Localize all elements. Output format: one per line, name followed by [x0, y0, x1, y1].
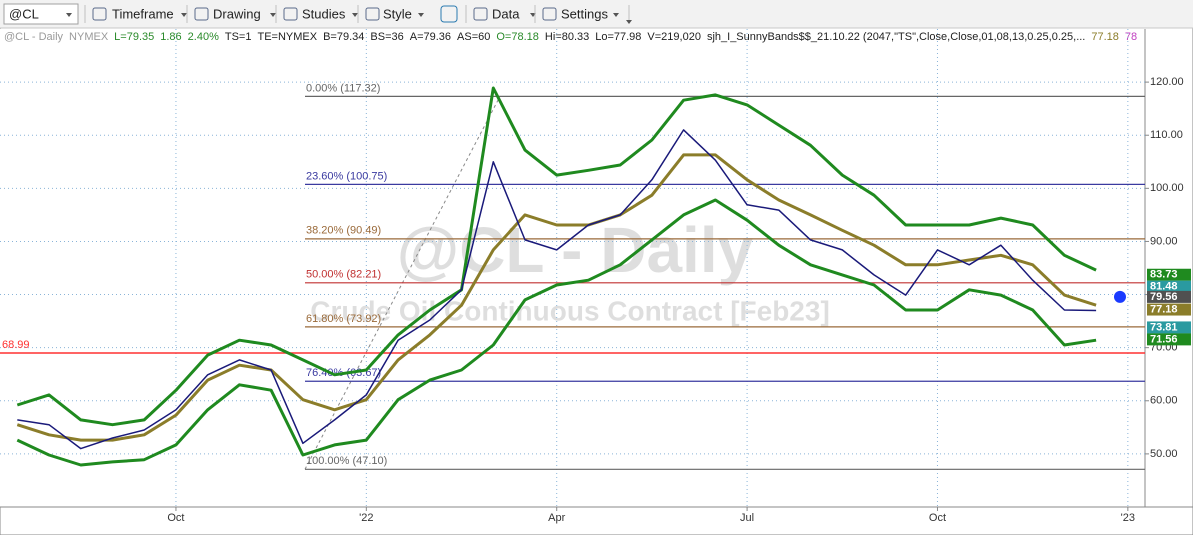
x-tick-label: '23: [1121, 512, 1135, 524]
y-tick-label: 100.00: [1150, 182, 1184, 194]
price-label-box: [1147, 333, 1191, 346]
toolbar-button[interactable]: Studies: [302, 6, 346, 21]
price-label: 71.56: [1150, 333, 1178, 345]
y-tick-label: 50.00: [1150, 448, 1178, 460]
fib-label: 38.20% (90.49): [306, 225, 381, 237]
series-line: [16, 153, 1097, 442]
info-item: A=79.36: [410, 31, 451, 43]
dropdown-arrow[interactable]: [352, 13, 358, 17]
price-label: 73.81: [1150, 321, 1178, 333]
dropdown-arrow[interactable]: [613, 13, 619, 17]
y-tick-label: 110.00: [1150, 129, 1183, 141]
info-item: L=79.35: [114, 31, 154, 43]
info-item: AS=60: [457, 31, 490, 43]
last-price-dot: [1114, 290, 1126, 303]
price-label: 81.48: [1150, 281, 1178, 293]
symbol-box[interactable]: [3, 3, 79, 25]
watermark-subtitle: Crude Oil Continuous Contract [Feb23]: [310, 295, 830, 326]
fib-label: 50.00% (82.21): [306, 269, 381, 281]
fib-label: 61.80% (73.92): [306, 313, 381, 325]
info-item: @CL - Daily: [4, 31, 64, 43]
price-label-box: [1147, 268, 1191, 281]
price-label-box: [1147, 280, 1191, 293]
info-item: NYMEX: [69, 31, 109, 43]
series-line: [17, 129, 1097, 450]
info-item: Lo=77.98: [595, 31, 641, 43]
fib-label: 100.00% (47.10): [306, 455, 387, 467]
x-tick-label: Jul: [740, 512, 754, 524]
toolbar-button[interactable]: Drawing: [213, 6, 261, 21]
dropdown-arrow[interactable]: [270, 13, 276, 17]
button-icon[interactable]: [194, 7, 209, 21]
series-line: [16, 198, 1097, 467]
symbol-input[interactable]: @CL: [9, 6, 39, 21]
info-item: 1.86: [160, 31, 181, 43]
toolbar-button[interactable]: Style: [383, 6, 412, 21]
price-label: 79.56: [1150, 291, 1178, 303]
toolbar-button[interactable]: Settings: [561, 6, 608, 21]
info-item: V=219,020: [647, 31, 701, 43]
x-tick-label: '22: [359, 512, 373, 524]
info-item: O=78.18: [496, 31, 539, 43]
y-tick-label: 60.00: [1150, 395, 1178, 407]
info-item: 2.40%: [188, 31, 219, 43]
button-icon[interactable]: [542, 7, 557, 21]
button-icon[interactable]: [473, 7, 488, 21]
price-label: 83.73: [1150, 269, 1178, 281]
price-label-box: [1147, 303, 1191, 316]
button-icon[interactable]: [365, 7, 380, 21]
price-label: 77.18: [1150, 303, 1178, 315]
x-tick-label: Oct: [929, 512, 946, 524]
toolbar-button[interactable]: Data: [492, 6, 520, 21]
y-tick-label: 120.00: [1150, 76, 1184, 88]
info-item: 78: [1125, 31, 1137, 43]
dropdown-arrow[interactable]: [66, 13, 72, 17]
x-tick-label: Oct: [167, 512, 184, 524]
dropdown-arrow[interactable]: [181, 13, 187, 17]
toolbar-button[interactable]: Timeframe: [112, 6, 174, 21]
info-item: TE=NYMEX: [257, 31, 317, 43]
dropdown-arrow[interactable]: [418, 13, 424, 17]
fib-label: 23.60% (100.75): [306, 170, 387, 182]
dropdown-arrow[interactable]: [626, 20, 632, 24]
info-item: B=79.34: [323, 31, 364, 43]
fib-label: 0.00% (117.32): [306, 82, 380, 94]
y-tick-label: 90.00: [1150, 235, 1178, 247]
info-item: BS=36: [370, 31, 403, 43]
reference-label: 68.99: [2, 339, 30, 351]
button-icon[interactable]: [92, 7, 107, 21]
button-icon[interactable]: [283, 7, 298, 21]
toolbar-buttons: Timeframe Drawing Studies Style Data Settings: [84, 5, 632, 24]
info-item: TS=1: [225, 31, 252, 43]
price-label-box: [1147, 321, 1191, 334]
info-item: Hi=80.33: [545, 31, 589, 43]
series-line: [16, 86, 1097, 427]
price-label-box: [1147, 290, 1191, 303]
info-item: sjh_I_SunnyBands$$_21.10.22 (2047,"TS",C…: [707, 31, 1085, 43]
layout-icon[interactable]: [440, 5, 458, 23]
info-bar: @CL - Daily NYMEX L=79.35 1.86 2.40% TS=1 TE=N…: [4, 31, 1137, 43]
toolbar: [0, 0, 1193, 28]
info-item: 77.18: [1091, 31, 1119, 43]
x-tick-label: Apr: [548, 512, 565, 524]
